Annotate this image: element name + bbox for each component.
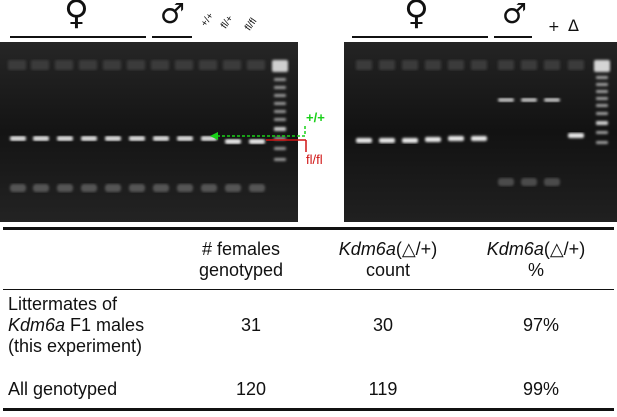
- row-label-line2: Kdm6a F1 males: [8, 315, 144, 336]
- row-percent-value: 99%: [522, 379, 560, 399]
- table-header-rule: [3, 289, 614, 290]
- right-delta-bands: [356, 133, 584, 143]
- left-wt-bands: [10, 136, 217, 141]
- left-primer-dimers: [10, 184, 265, 192]
- row-label-all-genotyped: All genotyped: [8, 379, 118, 399]
- row-label-littermates: Littermates of Kdm6a F1 males (this expe…: [8, 294, 144, 357]
- female-symbol-left: ♀: [64, 0, 89, 33]
- header-females-line1: # females: [201, 239, 281, 259]
- header-kdm6a-percent: Kdm6a(△/+) %: [466, 239, 606, 281]
- header-count-genotype: (△/+): [395, 239, 438, 259]
- left-wells: [8, 60, 265, 70]
- header-count-gene: Kdm6a: [338, 239, 396, 259]
- band-annotation-arrows: [210, 126, 307, 152]
- fl-band-arrow: [266, 139, 307, 152]
- row-label-line3: (this experiment): [8, 336, 143, 356]
- table-top-rule: [3, 227, 614, 230]
- header-percent-genotype: (△/+): [543, 239, 586, 259]
- header-females-genotyped: # females genotyped: [186, 239, 296, 281]
- left-gel-bands: [0, 42, 298, 222]
- right-wt-bands: [498, 98, 560, 102]
- male-lanes-underline-right: [494, 36, 532, 38]
- male-symbol-right: ♂: [502, 0, 528, 30]
- header-count-line2: count: [365, 260, 411, 280]
- right-gel-image: [344, 42, 617, 222]
- right-primer-dimers: [498, 178, 560, 186]
- row-females-value: 120: [235, 379, 267, 399]
- male-lanes-underline-left: [152, 36, 192, 38]
- header-percent-gene: Kdm6a: [486, 239, 544, 259]
- row-females-value: 31: [240, 315, 262, 335]
- row-label-rest: F1 males: [65, 315, 145, 335]
- female-lanes-underline-left: [10, 36, 146, 38]
- table-bottom-rule: [3, 408, 614, 411]
- right-gel-bands: [344, 42, 617, 222]
- header-kdm6a-count: Kdm6a(△/+) count: [318, 239, 458, 281]
- wt-band-label: +/+: [306, 110, 325, 125]
- female-symbol-right: ♀: [404, 0, 429, 33]
- row-label-gene: Kdm6a: [8, 315, 66, 335]
- female-lanes-underline-right: [352, 36, 488, 38]
- male-symbol-left: ♂: [160, 0, 186, 30]
- header-percent-line2: %: [527, 260, 544, 280]
- right-ladder: [594, 60, 610, 144]
- row-count-value: 119: [368, 379, 398, 399]
- row-count-value: 30: [372, 315, 394, 335]
- header-percent-line1: Kdm6a(△/+): [466, 239, 606, 260]
- left-gel-image: [0, 42, 298, 222]
- left-fl-bands: [225, 139, 265, 144]
- wt-band-arrow: [210, 126, 306, 140]
- right-wells: [356, 60, 584, 70]
- row-percent-value: 97%: [522, 315, 560, 335]
- row-label-line1: Littermates of: [8, 294, 118, 314]
- lane-label-delta: Δ: [568, 16, 579, 35]
- fl-band-label: fl/fl: [306, 152, 323, 167]
- gel-figure: ♀ ♂ +/+ fl/+ fl/fl: [0, 0, 617, 222]
- header-count-line1: Kdm6a(△/+): [318, 239, 458, 260]
- lane-label-plus: +: [548, 19, 560, 35]
- header-females-line2: genotyped: [198, 260, 284, 280]
